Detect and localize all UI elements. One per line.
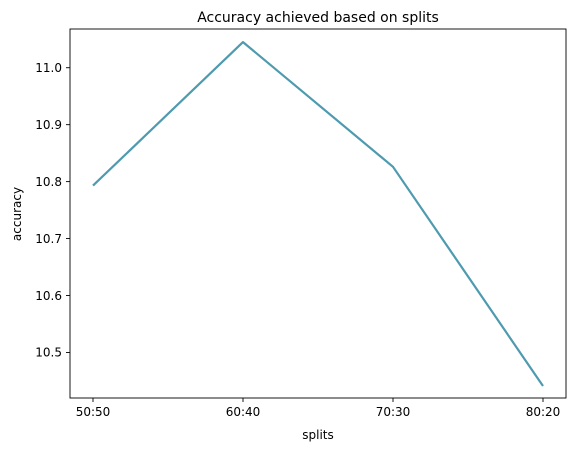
y-tick-label: 10.9 [35, 118, 62, 132]
x-axis-label: splits [302, 428, 334, 442]
chart-title: Accuracy achieved based on splits [197, 10, 439, 26]
x-tick-label: 70:30 [376, 405, 411, 419]
x-tick-label: 80:20 [526, 405, 561, 419]
y-tick-label: 10.6 [35, 289, 62, 303]
y-tick-label: 11.0 [35, 61, 62, 75]
y-axis-label: accuracy [10, 187, 24, 241]
series-line [92, 40, 544, 387]
series-accuracy [92, 40, 544, 387]
y-tick-label: 10.8 [35, 175, 62, 189]
x-tick-label: 50:50 [76, 405, 111, 419]
y-axis: 10.5 10.6 10.7 10.8 10.9 11.0 [35, 61, 70, 360]
plot-area [69, 28, 567, 399]
y-tick-label: 10.7 [35, 232, 62, 246]
x-tick-label: 60:40 [226, 405, 261, 419]
y-tick-label: 10.5 [35, 346, 62, 360]
x-axis: 50:50 60:40 70:30 80:20 [76, 398, 561, 419]
